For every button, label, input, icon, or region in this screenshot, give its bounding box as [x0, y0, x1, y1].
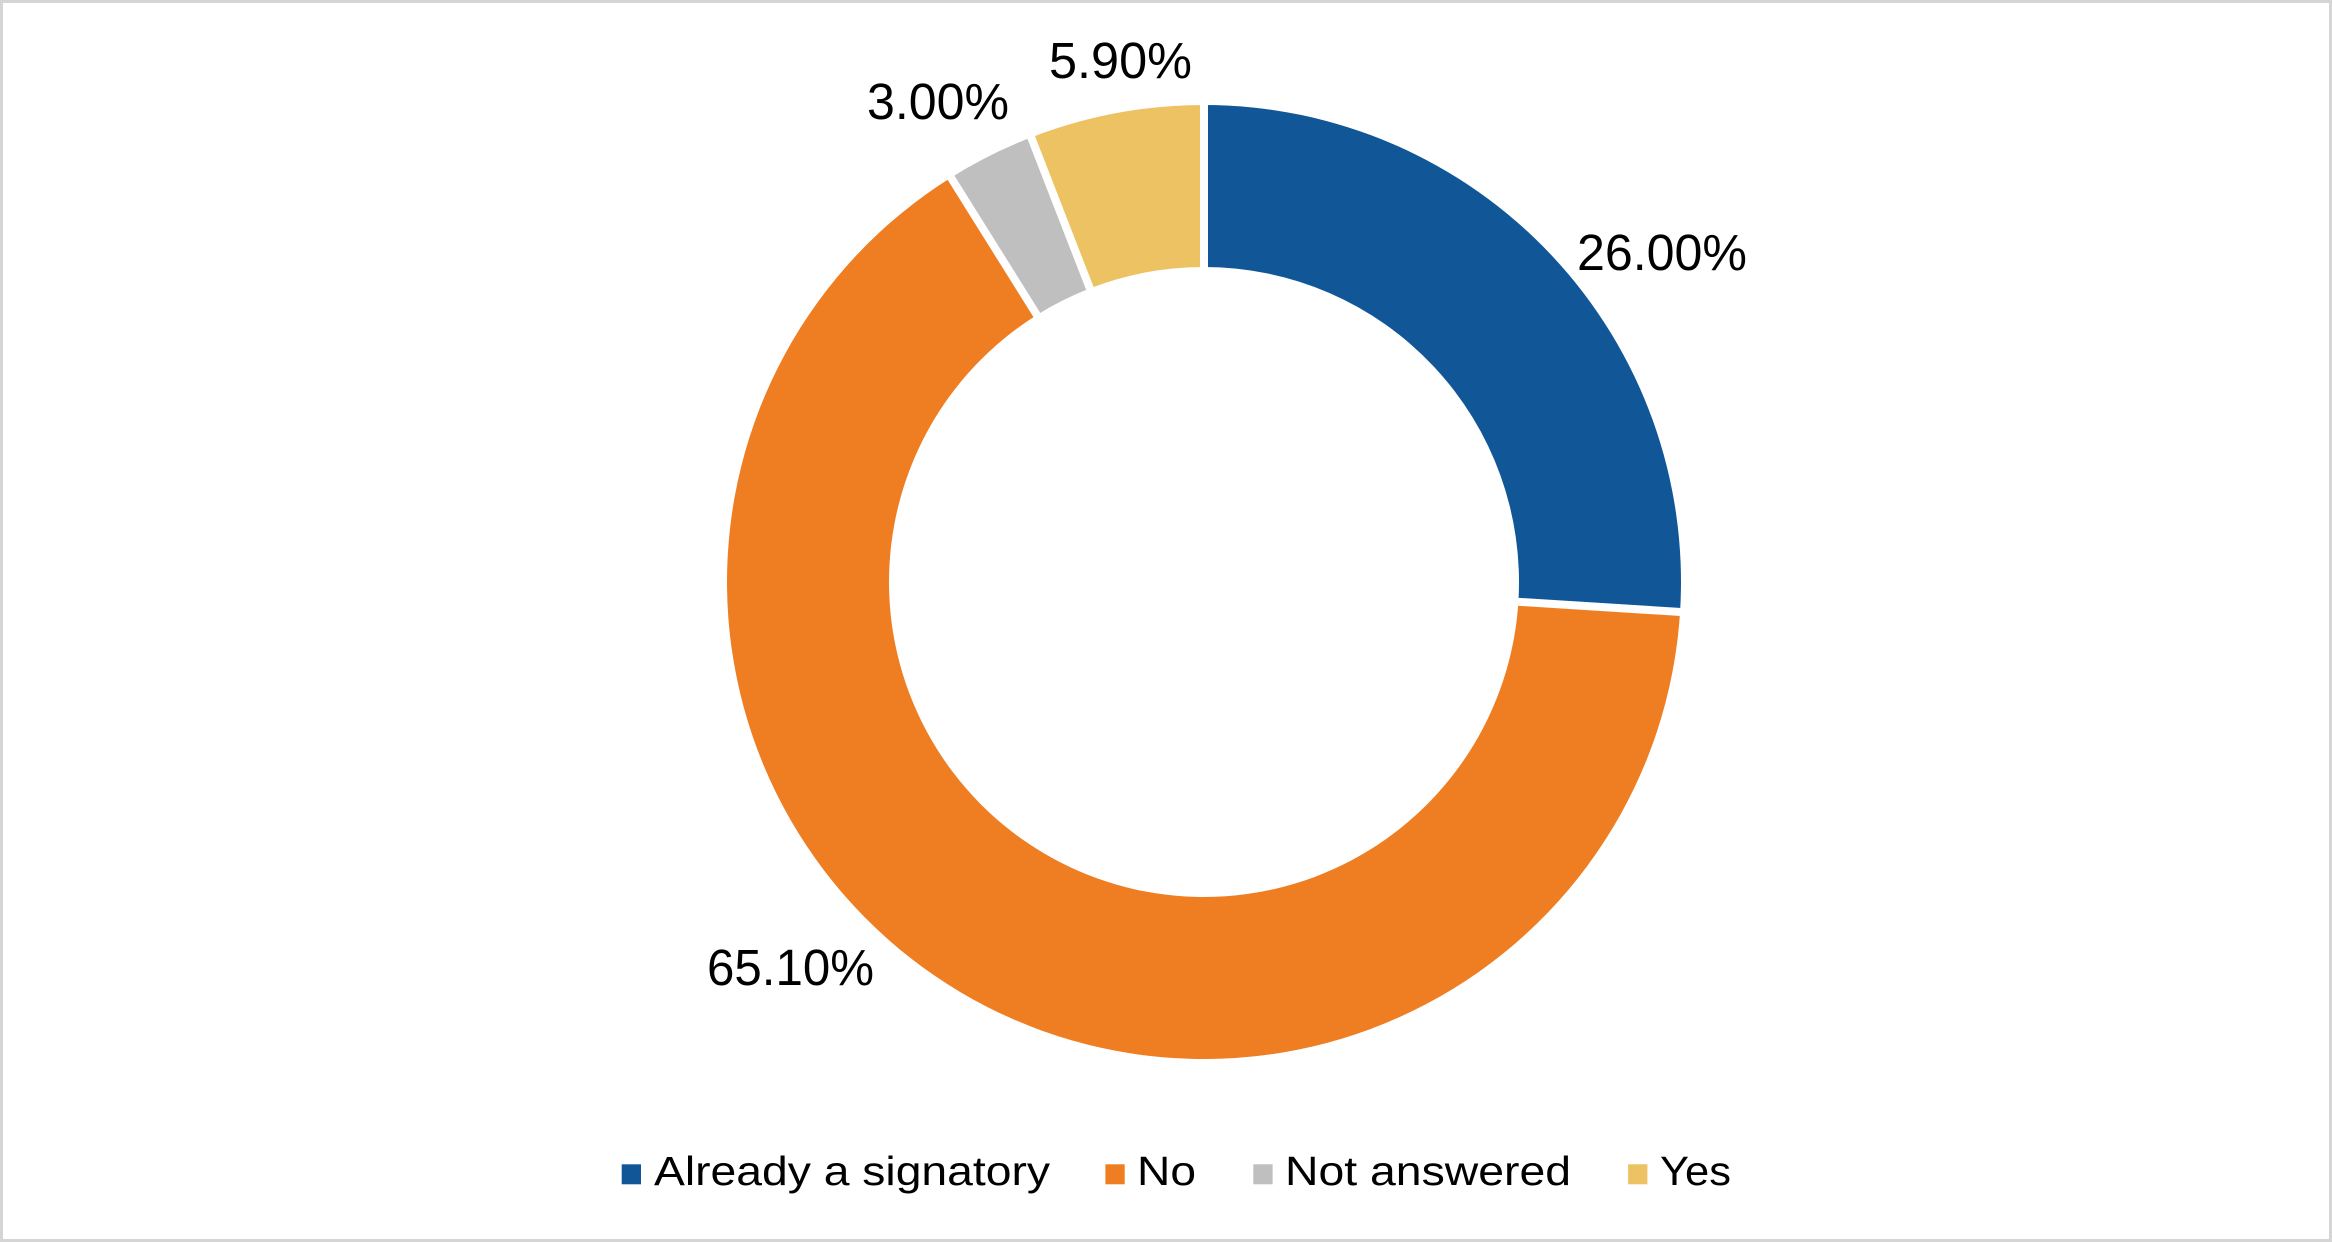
svg-text:No: No [1137, 1148, 1196, 1194]
svg-text:3.00%: 3.00% [867, 73, 1009, 130]
svg-text:Not answered: Not answered [1285, 1148, 1571, 1194]
svg-text:Already a signatory: Already a signatory [654, 1148, 1051, 1194]
svg-text:Yes: Yes [1660, 1148, 1731, 1194]
svg-text:5.90%: 5.90% [1049, 32, 1192, 89]
svg-text:26.00%: 26.00% [1577, 224, 1747, 281]
svg-text:65.10%: 65.10% [707, 939, 874, 996]
